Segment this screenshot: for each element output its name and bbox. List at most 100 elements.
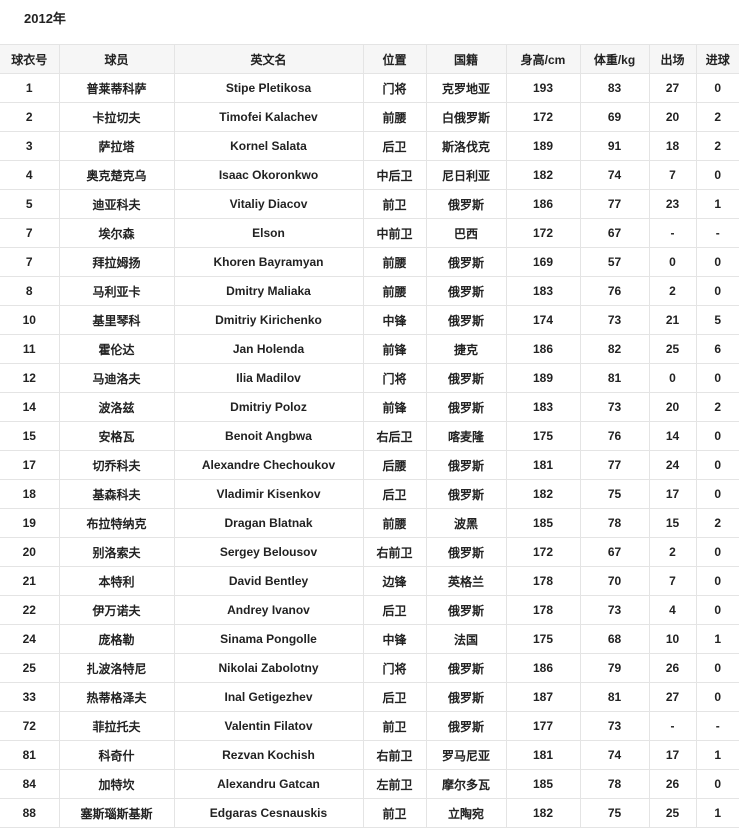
cell-english-name: Sergey Belousov — [173, 537, 364, 567]
cell-appearances: 26 — [648, 653, 697, 683]
cell-english-name: Inal Getigezhev — [173, 682, 364, 712]
cell-height: 186 — [505, 189, 581, 219]
cell-weight: 77 — [579, 189, 650, 219]
cell-height: 172 — [505, 218, 581, 248]
cell-nationality: 俄罗斯 — [425, 189, 507, 219]
cell-appearances: 27 — [648, 682, 697, 712]
table-row: 7 埃尔森 Elson 中前卫 巴西 172 67- - — [0, 218, 739, 248]
cell-goals: 5 — [695, 305, 739, 335]
cell-height: 177 — [505, 711, 581, 741]
cell-height: 172 — [505, 537, 581, 567]
cell-position: 左前卫 — [362, 769, 427, 799]
cell-goals: - — [695, 218, 739, 248]
cell-number: 81 — [0, 740, 60, 770]
cell-appearances: 21 — [648, 305, 697, 335]
cell-position: 中后卫 — [362, 160, 427, 190]
cell-goals: 0 — [695, 653, 739, 683]
table-row: 84 加特坎 Alexandru Gatcan 左前卫 摩尔多瓦 185 78 26 0 — [0, 769, 739, 799]
table-row: 24 庞格勒 Sinama Pongolle 中锋 法国 175 68 10 1 — [0, 624, 739, 654]
cell-nationality: 英格兰 — [425, 566, 507, 596]
cell-nationality: 法国 — [425, 624, 507, 654]
cell-position: 前锋 — [362, 392, 427, 422]
cell-player: 波洛兹 — [58, 392, 175, 422]
table-row: 15 安格瓦 Benoit Angbwa 右后卫 喀麦隆 175 76 14 0 — [0, 421, 739, 451]
cell-english-name: Timofei Kalachev — [173, 102, 364, 132]
cell-english-name: Edgaras Cesnauskis — [173, 798, 364, 828]
cell-appearances: 4 — [648, 595, 697, 625]
cell-nationality: 俄罗斯 — [425, 392, 507, 422]
cell-position: 门将 — [362, 653, 427, 683]
cell-english-name: Benoit Angbwa — [173, 421, 364, 451]
table-row: 7 拜拉姆扬 Khoren Bayramyan 前腰 俄罗斯 169 57 0 0 — [0, 247, 739, 277]
cell-height: 189 — [505, 363, 581, 393]
cell-appearances: 14 — [648, 421, 697, 451]
cell-goals: 0 — [695, 595, 739, 625]
cell-english-name: Valentin Filatov — [173, 711, 364, 741]
cell-player: 切乔科夫 — [58, 450, 175, 480]
cell-nationality: 俄罗斯 — [425, 595, 507, 625]
cell-player: 基森科夫 — [58, 479, 175, 509]
cell-position: 右后卫 — [362, 421, 427, 451]
cell-goals: 2 — [695, 392, 739, 422]
cell-position: 前腰 — [362, 508, 427, 538]
cell-player: 本特利 — [58, 566, 175, 596]
cell-number: 22 — [0, 595, 60, 625]
cell-weight: 73 — [579, 392, 650, 422]
cell-nationality: 克罗地亚 — [425, 73, 507, 103]
cell-position: 前腰 — [362, 247, 427, 277]
cell-english-name: Jan Holenda — [173, 334, 364, 364]
cell-nationality: 俄罗斯 — [425, 363, 507, 393]
cell-player: 别洛索夫 — [58, 537, 175, 567]
cell-goals: 0 — [695, 537, 739, 567]
cell-height: 178 — [505, 595, 581, 625]
cell-appearances: 7 — [648, 566, 697, 596]
cell-goals: 0 — [695, 160, 739, 190]
cell-number: 20 — [0, 537, 60, 567]
cell-weight: 74 — [579, 160, 650, 190]
cell-height: 182 — [505, 798, 581, 828]
cell-position: 边锋 — [362, 566, 427, 596]
cell-appearances: 20 — [648, 102, 697, 132]
cell-weight: 83 — [579, 73, 650, 103]
column-header-player: 球员 — [58, 44, 175, 74]
cell-appearances: - — [648, 218, 697, 248]
cell-goals: 1 — [695, 798, 739, 828]
cell-height: 169 — [505, 247, 581, 277]
table-row: 14 波洛兹 Dmitriy Poloz 前锋 俄罗斯 183 73 20 2 — [0, 392, 739, 422]
column-header-nationality: 国籍 — [425, 44, 507, 74]
cell-number: 5 — [0, 189, 60, 219]
cell-english-name: Kornel Salata — [173, 131, 364, 161]
cell-goals: 0 — [695, 566, 739, 596]
cell-number: 12 — [0, 363, 60, 393]
cell-weight: 76 — [579, 276, 650, 306]
cell-player: 奥克楚克乌 — [58, 160, 175, 190]
cell-player: 迪亚科夫 — [58, 189, 175, 219]
cell-player: 普莱蒂科萨 — [58, 73, 175, 103]
cell-number: 21 — [0, 566, 60, 596]
cell-appearances: 18 — [648, 131, 697, 161]
cell-weight: 77 — [579, 450, 650, 480]
cell-height: 178 — [505, 566, 581, 596]
cell-weight: 81 — [579, 682, 650, 712]
cell-position: 前卫 — [362, 189, 427, 219]
cell-nationality: 白俄罗斯 — [425, 102, 507, 132]
cell-player: 科奇什 — [58, 740, 175, 770]
cell-height: 172 — [505, 102, 581, 132]
cell-goals: 1 — [695, 189, 739, 219]
table-row: 25 扎波洛特尼 Nikolai Zabolotny 门将 俄罗斯 186 79 26 0 — [0, 653, 739, 683]
cell-nationality: 捷克 — [425, 334, 507, 364]
cell-english-name: Ilia Madilov — [173, 363, 364, 393]
cell-player: 安格瓦 — [58, 421, 175, 451]
cell-appearances: 2 — [648, 276, 697, 306]
cell-position: 门将 — [362, 73, 427, 103]
column-header-number: 球衣号 — [0, 44, 60, 74]
table-row: 72 菲拉托夫 Valentin Filatov 前卫 俄罗斯 177 73- - — [0, 711, 739, 741]
cell-player: 拜拉姆扬 — [58, 247, 175, 277]
cell-player: 扎波洛特尼 — [58, 653, 175, 683]
cell-nationality: 俄罗斯 — [425, 276, 507, 306]
cell-player: 庞格勒 — [58, 624, 175, 654]
cell-appearances: - — [648, 711, 697, 741]
cell-weight: 57 — [579, 247, 650, 277]
column-header-appearances: 出场 — [648, 44, 697, 74]
table-row: 19 布拉特纳克 Dragan Blatnak 前腰 波黑 185 78 15 2 — [0, 508, 739, 538]
